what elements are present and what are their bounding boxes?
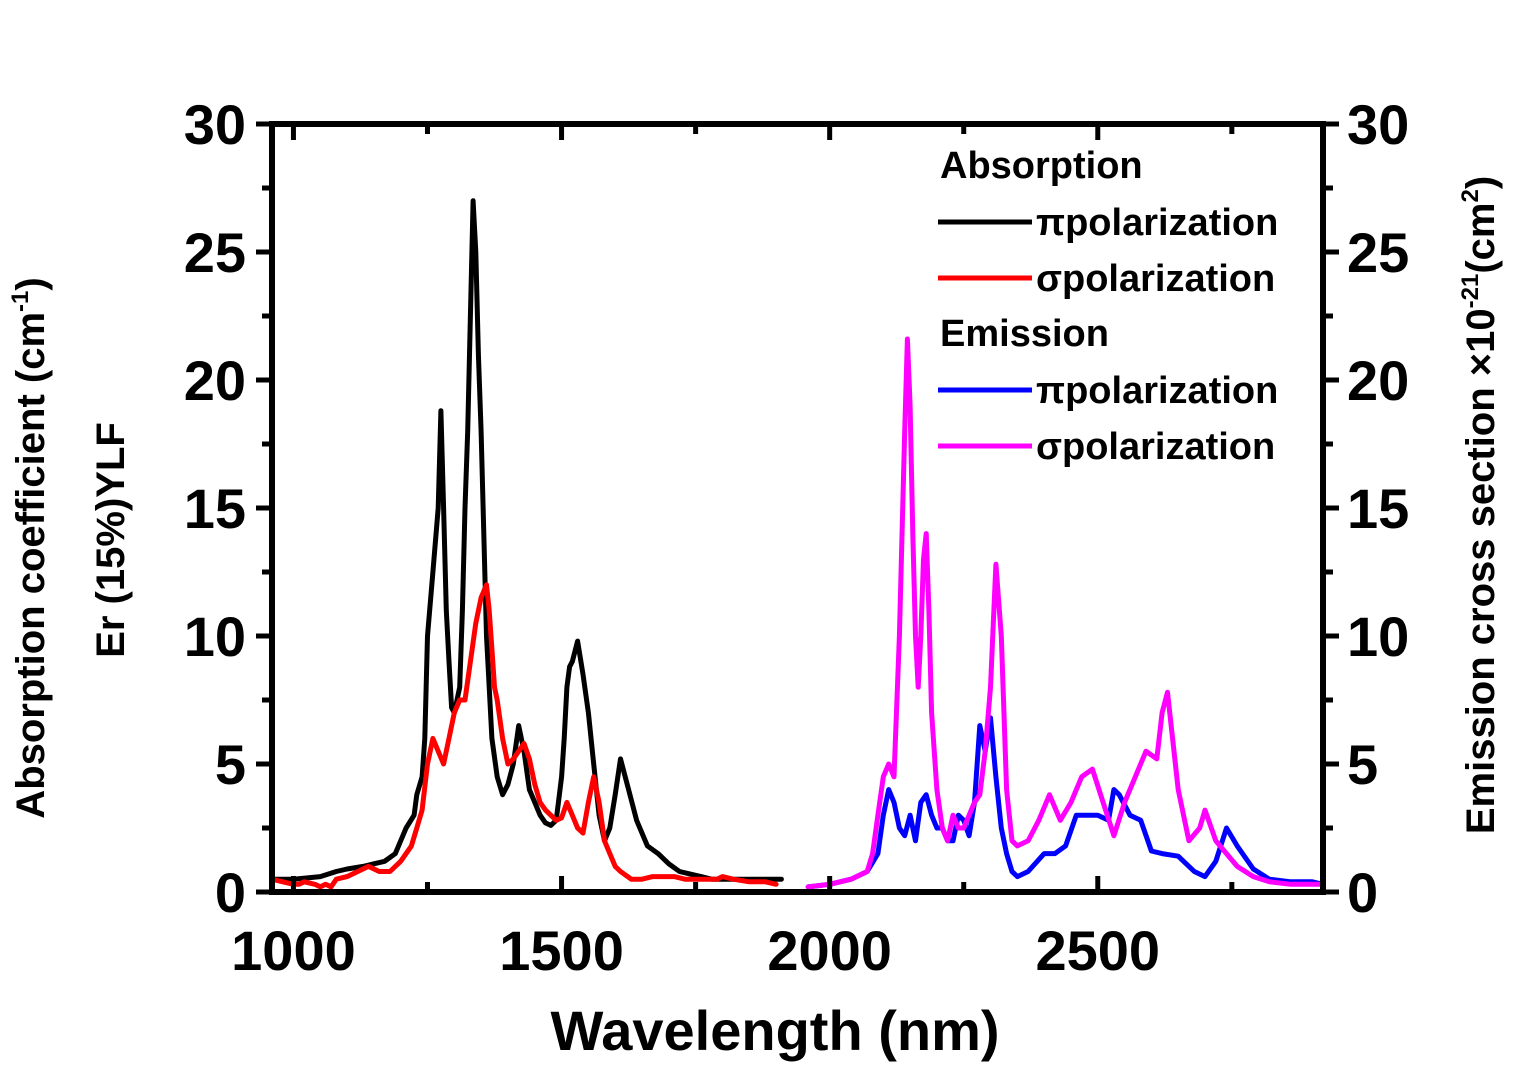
y-left-title-sup: -1: [7, 291, 34, 312]
legend-label-em-pi: πpolarization: [1036, 370, 1278, 412]
y-right-tick-label: 25: [1347, 221, 1409, 284]
series-line-2: [269, 582, 779, 890]
y-right-title-mid: (cm: [1459, 203, 1503, 274]
y-right-title-sup1: -21: [1457, 274, 1484, 309]
y-right-title-main: Emission cross section ×10: [1459, 308, 1503, 834]
y-left-tick-label: 0: [215, 861, 246, 924]
y-axis-left-title: Absorption coefficient (cm-1): [7, 277, 53, 818]
series-line-1: [269, 198, 784, 882]
y-axis-left-subtitle: Er (15%)YLF: [89, 422, 133, 658]
x-tick-label: 2500: [1035, 919, 1160, 982]
x-tick-label: 2000: [767, 919, 892, 982]
x-tick-label: 1500: [499, 919, 624, 982]
y-right-tick-label: 0: [1347, 861, 1378, 924]
legend-group-emission: Emission: [940, 313, 1109, 355]
y-axis-right-title: Emission cross section ×10-21(cm2): [1457, 176, 1503, 834]
y-left-title-close: ): [9, 277, 53, 290]
tick-labels: 1000 1500 2000 2500 0 0 5 5 10 10 15 15 20 20 25 25 30 30: [184, 93, 1410, 982]
series-line-4: [805, 336, 1326, 890]
series-layer: [269, 198, 1326, 890]
y-left-tick-label: 25: [184, 221, 246, 284]
y-left-tick-label: 30: [184, 93, 246, 156]
y-left-tick-label: 5: [215, 733, 246, 796]
y-left-tick-label: 15: [184, 477, 246, 540]
y-right-tick-label: 20: [1347, 349, 1409, 412]
legend-label-em-sigma: σpolarization: [1036, 426, 1275, 468]
axes-layer: [256, 121, 1339, 895]
y-right-tick-label: 15: [1347, 477, 1409, 540]
legend: Absorption πpolarization σpolarization E…: [938, 145, 1278, 468]
y-left-title-text: Absorption coefficient (cm: [9, 312, 53, 819]
y-right-title-close: ): [1459, 176, 1503, 189]
y-left-tick-label: 10: [184, 605, 246, 668]
x-axis-title: Wavelength (nm): [550, 999, 999, 1062]
legend-label-abs-pi: πpolarization: [1036, 202, 1278, 244]
y-right-tick-label: 5: [1347, 733, 1378, 796]
series-line-3: [805, 715, 1326, 890]
y-right-tick-label: 10: [1347, 605, 1409, 668]
legend-group-absorption: Absorption: [940, 145, 1143, 187]
y-right-title-sup2: 2: [1457, 189, 1484, 202]
x-tick-label: 1000: [231, 919, 356, 982]
y-left-tick-label: 20: [184, 349, 246, 412]
y-right-tick-label: 30: [1347, 93, 1409, 156]
legend-label-abs-sigma: σpolarization: [1036, 258, 1275, 300]
